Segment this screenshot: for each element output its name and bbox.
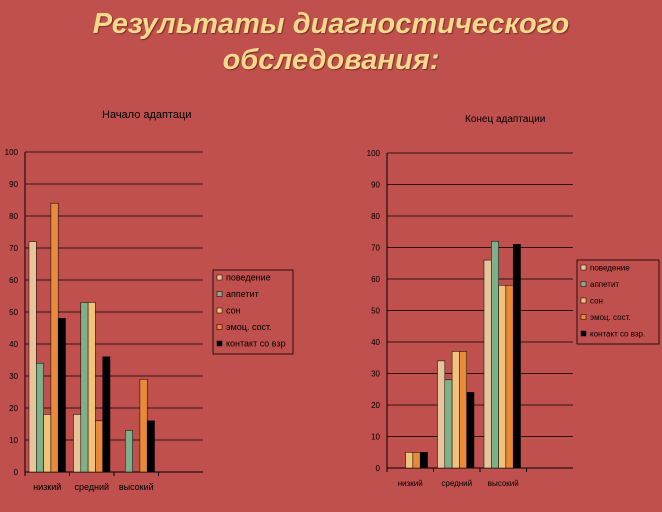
legend-label: эмоц. сост. xyxy=(226,322,272,332)
bar-средний-сон xyxy=(451,351,460,469)
y-tick-label: 30 xyxy=(9,372,18,381)
bar-низкий-поведение xyxy=(28,241,37,473)
legend-label: сон xyxy=(590,297,603,306)
legend-label: эмоц. сост. xyxy=(590,313,631,322)
bar-низкий-эмоц. сост. xyxy=(412,452,421,469)
x-tick-label: высокий xyxy=(488,479,519,488)
y-tick-label: 60 xyxy=(9,276,18,285)
y-tick-label: 80 xyxy=(9,212,18,221)
bar-высокий-эмоц. сост. xyxy=(139,378,148,473)
legend-swatch xyxy=(216,291,223,297)
y-tick-label: 20 xyxy=(371,401,380,410)
y-tick-label: 90 xyxy=(371,181,380,190)
bar-низкий-аппетит xyxy=(36,362,44,473)
slide-title-line-1: Результаты диагностического xyxy=(92,8,570,40)
chart-title: Конец адаптации xyxy=(465,114,545,125)
legend-label: аппетит xyxy=(590,280,619,289)
x-tick-label: средний xyxy=(441,479,472,488)
y-tick-label: 20 xyxy=(9,404,18,413)
y-tick-label: 60 xyxy=(371,275,380,284)
x-tick-label: низкий xyxy=(398,479,423,488)
legend-swatch xyxy=(216,274,223,281)
y-tick-label: 100 xyxy=(367,149,381,158)
bar-высокий-поведение xyxy=(483,259,492,469)
legend-swatch xyxy=(580,314,587,320)
y-tick-label: 80 xyxy=(371,212,380,221)
y-tick-label: 100 xyxy=(5,148,19,157)
x-tick-label: средний xyxy=(74,482,109,492)
legend-swatch xyxy=(580,264,587,271)
bar-средний-контакт со взр xyxy=(102,356,111,473)
bar-высокий-аппетит xyxy=(125,430,133,473)
legend-label: контакт со взр. xyxy=(590,330,645,339)
bar-средний-поведение xyxy=(73,414,82,473)
bar-низкий-контакт со взр. xyxy=(419,452,428,469)
legend-box xyxy=(212,269,294,355)
legend-swatch xyxy=(580,330,587,337)
bar-высокий-сон xyxy=(498,285,507,469)
y-tick-label: 70 xyxy=(371,244,380,253)
y-tick-label: 40 xyxy=(371,338,380,347)
slide-title: Результаты диагностического обследования… xyxy=(0,6,662,78)
x-tick-label: низкий xyxy=(33,482,61,492)
legend-swatch xyxy=(216,340,223,347)
y-tick-label: 50 xyxy=(9,308,18,317)
legend-label: аппетит xyxy=(226,289,259,299)
bar-высокий-аппетит xyxy=(491,240,499,469)
y-tick-label: 10 xyxy=(371,433,380,442)
y-tick-label: 0 xyxy=(376,464,381,473)
slide-title-line-2: обследования: xyxy=(222,44,440,76)
chart-end-adaptation: Конец адаптации 0 10 20 30 40 50 60 70 80 90 100 низ… xyxy=(367,114,660,488)
chart-title: Начало адаптаци xyxy=(102,109,191,121)
y-tick-label: 30 xyxy=(371,370,380,379)
bar-низкий-контакт со взр xyxy=(57,318,66,473)
legend-swatch xyxy=(216,307,223,314)
bar-низкий-сон xyxy=(43,414,52,473)
legend-box xyxy=(576,259,660,345)
bar-средний-поведение xyxy=(437,360,446,469)
legend-label: поведение xyxy=(590,264,630,273)
y-tick-label: 70 xyxy=(9,244,18,253)
y-tick-label: 40 xyxy=(9,340,18,349)
legend-swatch xyxy=(216,324,223,330)
y-tick-label: 90 xyxy=(9,180,18,189)
legend-label: сон xyxy=(226,306,241,316)
legend-label: поведение xyxy=(226,273,271,283)
bar-высокий-эмоц. сост. xyxy=(505,285,514,469)
y-tick-label: 0 xyxy=(14,468,19,477)
bar-высокий-контакт со взр. xyxy=(512,244,521,469)
chart-start-adaptation: Начало адаптаци 0 10 20 30 40 50 60 70 80 90 100 низ… xyxy=(5,109,294,492)
bar-средний-эмоц. сост. xyxy=(95,420,103,473)
bar-средний-эмоц. сост. xyxy=(459,351,467,469)
bar-средний-контакт со взр. xyxy=(466,392,475,469)
legend-label: контакт со взр xyxy=(226,339,286,349)
y-tick-label: 10 xyxy=(9,436,18,445)
bar-средний-сон xyxy=(87,302,96,473)
bar-высокий-контакт со взр xyxy=(146,420,155,473)
legend-swatch xyxy=(580,297,587,304)
bar-низкий-эмоц. сост. xyxy=(50,202,59,473)
bar-средний-аппетит xyxy=(80,302,89,473)
y-tick-label: 50 xyxy=(371,307,380,316)
legend-swatch xyxy=(580,281,587,287)
bar-средний-аппетит xyxy=(444,379,453,469)
x-tick-label: высокий xyxy=(119,482,154,492)
bar-низкий-сон xyxy=(405,452,414,469)
